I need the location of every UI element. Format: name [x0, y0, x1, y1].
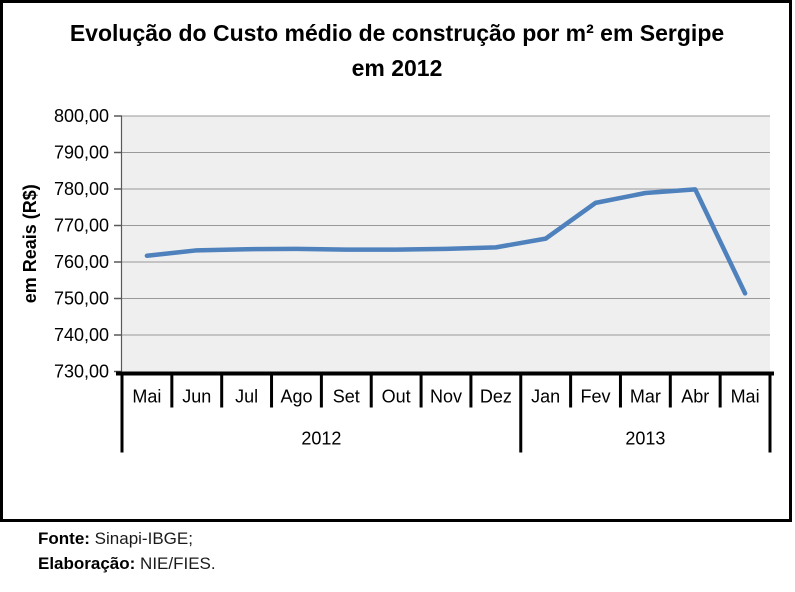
source-line: Fonte: Sinapi-IBGE; [38, 526, 216, 551]
y-tick-label: 740,00 [54, 325, 109, 345]
month-label: Out [382, 387, 411, 407]
y-axis-title: em Reais (R$) [20, 184, 40, 303]
elaboration-value: NIE/FIES. [140, 554, 216, 573]
month-label: Jul [235, 387, 258, 407]
source-note: Fonte: Sinapi-IBGE; Elaboração: NIE/FIES… [38, 526, 216, 576]
y-tick-label: 780,00 [54, 179, 109, 199]
y-tick-label: 770,00 [54, 216, 109, 236]
month-label: Jan [531, 387, 560, 407]
source-label: Fonte: [38, 529, 90, 548]
year-label: 2013 [625, 429, 665, 449]
month-label: Set [333, 387, 360, 407]
month-label: Fev [581, 387, 611, 407]
month-label: Dez [480, 387, 512, 407]
source-value: Sinapi-IBGE; [94, 529, 193, 548]
series-line [144, 187, 748, 296]
y-tick-label: 730,00 [54, 362, 109, 382]
y-tick-label: 760,00 [54, 252, 109, 272]
month-label: Mai [731, 387, 760, 407]
month-label: Mai [132, 387, 161, 407]
y-tick-label: 750,00 [54, 289, 109, 309]
month-label: Mar [630, 387, 661, 407]
month-label: Nov [430, 387, 462, 407]
elaboration-label: Elaboração: [38, 554, 136, 573]
plot-area [122, 116, 770, 372]
elaboration-line: Elaboração: NIE/FIES. [38, 551, 216, 576]
month-label: Abr [681, 387, 709, 407]
y-tick-label: 800,00 [54, 106, 109, 126]
y-tick-label: 790,00 [54, 143, 109, 163]
month-label: Jun [182, 387, 211, 407]
month-label: Ago [280, 387, 312, 407]
year-label: 2012 [301, 429, 341, 449]
chart-title: Evolução do Custo médio de construção po… [69, 20, 725, 81]
line-chart: 800,00 790,00 780,00 770,00 760,00 750,00 740,… [20, 106, 774, 453]
